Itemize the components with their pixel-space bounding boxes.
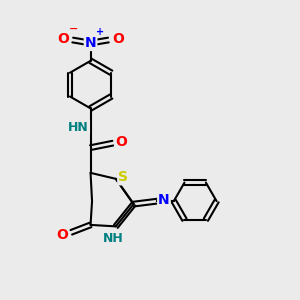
Text: NH: NH xyxy=(103,232,124,245)
Text: N: N xyxy=(158,193,170,207)
Text: N: N xyxy=(85,36,96,50)
Text: O: O xyxy=(115,135,127,149)
Text: O: O xyxy=(112,32,124,46)
Text: +: + xyxy=(96,27,104,37)
Text: −: − xyxy=(69,24,79,34)
Text: S: S xyxy=(118,170,128,184)
Text: HN: HN xyxy=(68,121,89,134)
Text: O: O xyxy=(57,32,69,46)
Text: O: O xyxy=(56,228,68,242)
